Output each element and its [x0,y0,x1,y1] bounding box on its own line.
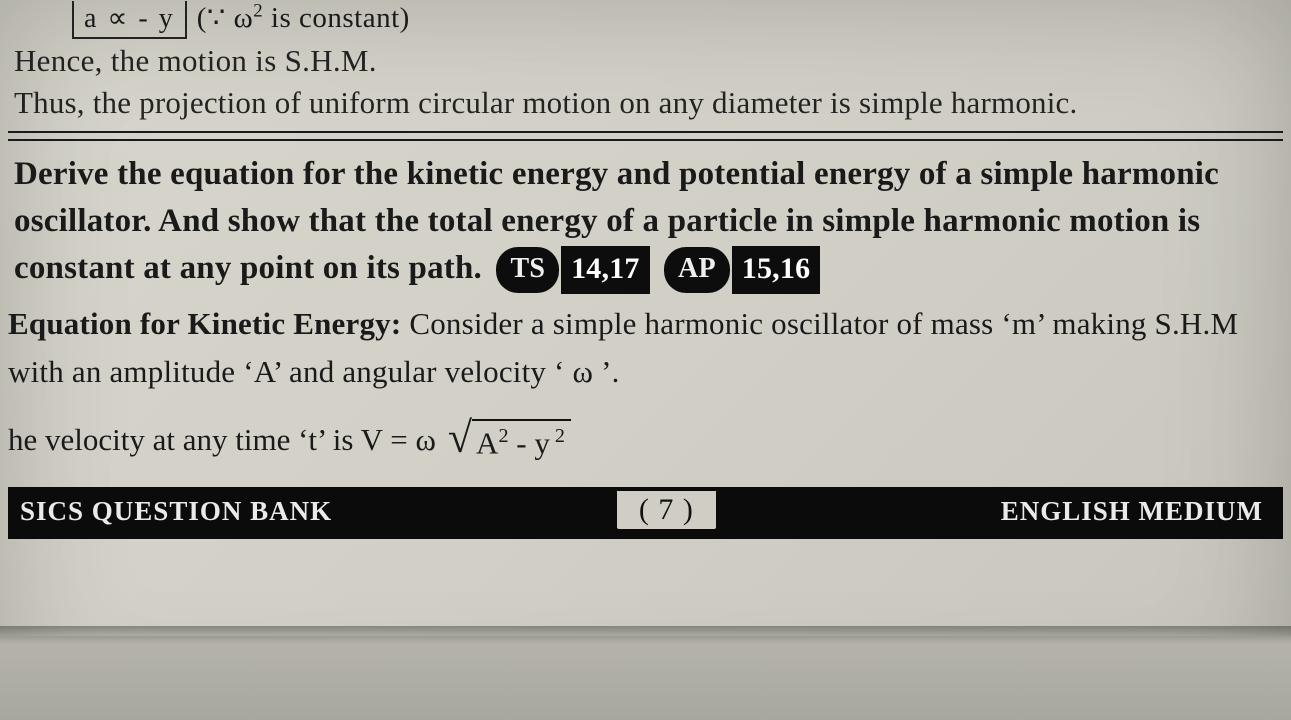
radical-icon: √ [448,423,472,454]
omega-note-prefix: (∵ ω [197,2,253,34]
boxed-relation: a ∝ - y [72,1,187,39]
kinetic-energy-paragraph: Equation for Kinetic Energy: Consider a … [8,300,1283,396]
question-block: Derive the equation for the kinetic ener… [8,151,1283,294]
omega-exp: 2 [253,0,263,21]
omega-constant-note: (∵ ω2 is constant) [197,0,410,35]
ts-badge: TS [496,247,559,293]
sqrt-exp2: 2 [550,425,565,447]
velocity-formula: he velocity at any time ‘t’ is V = ω √ A… [8,419,1283,461]
top-fragment: a ∝ - y (∵ ω2 is constant) [8,0,1283,39]
ap-years: 15,16 [732,246,821,295]
textbook-page: a ∝ - y (∵ ω2 is constant) Hence, the mo… [0,0,1291,720]
footer-page-number: ( 7 ) [617,491,716,529]
ap-badge: AP [664,247,730,293]
omega-note-suffix: is constant) [263,2,410,34]
ts-years: 14,17 [561,246,650,295]
footer-left: SICS QUESTION BANK [20,496,332,527]
sqrt-body: A2 - y 2 [472,419,571,461]
page-behind-surface [0,636,1291,720]
section-divider-bottom [8,139,1283,141]
sqrt-expression: √ A2 - y 2 [448,419,571,461]
year-badges: TS14,17 AP15,16 [490,250,820,286]
section-divider-top [8,131,1283,133]
velocity-prefix: he velocity at any time ‘t’ is V = ω [8,422,436,458]
page-edge-shadow [0,626,1291,644]
page-footer-bar: SICS QUESTION BANK ( 7 ) ENGLISH MEDIUM [8,487,1283,539]
footer-right: ENGLISH MEDIUM [1001,496,1263,527]
conclusion-line-1: Hence, the motion is S.H.M. [8,43,1283,79]
sqrt-mid: - y [509,425,550,460]
conclusion-line-2: Thus, the projection of uniform circular… [8,85,1283,121]
sqrt-a: A [476,425,498,460]
sqrt-exp1: 2 [498,425,508,447]
kinetic-heading: Equation for Kinetic Energy: [8,306,401,341]
